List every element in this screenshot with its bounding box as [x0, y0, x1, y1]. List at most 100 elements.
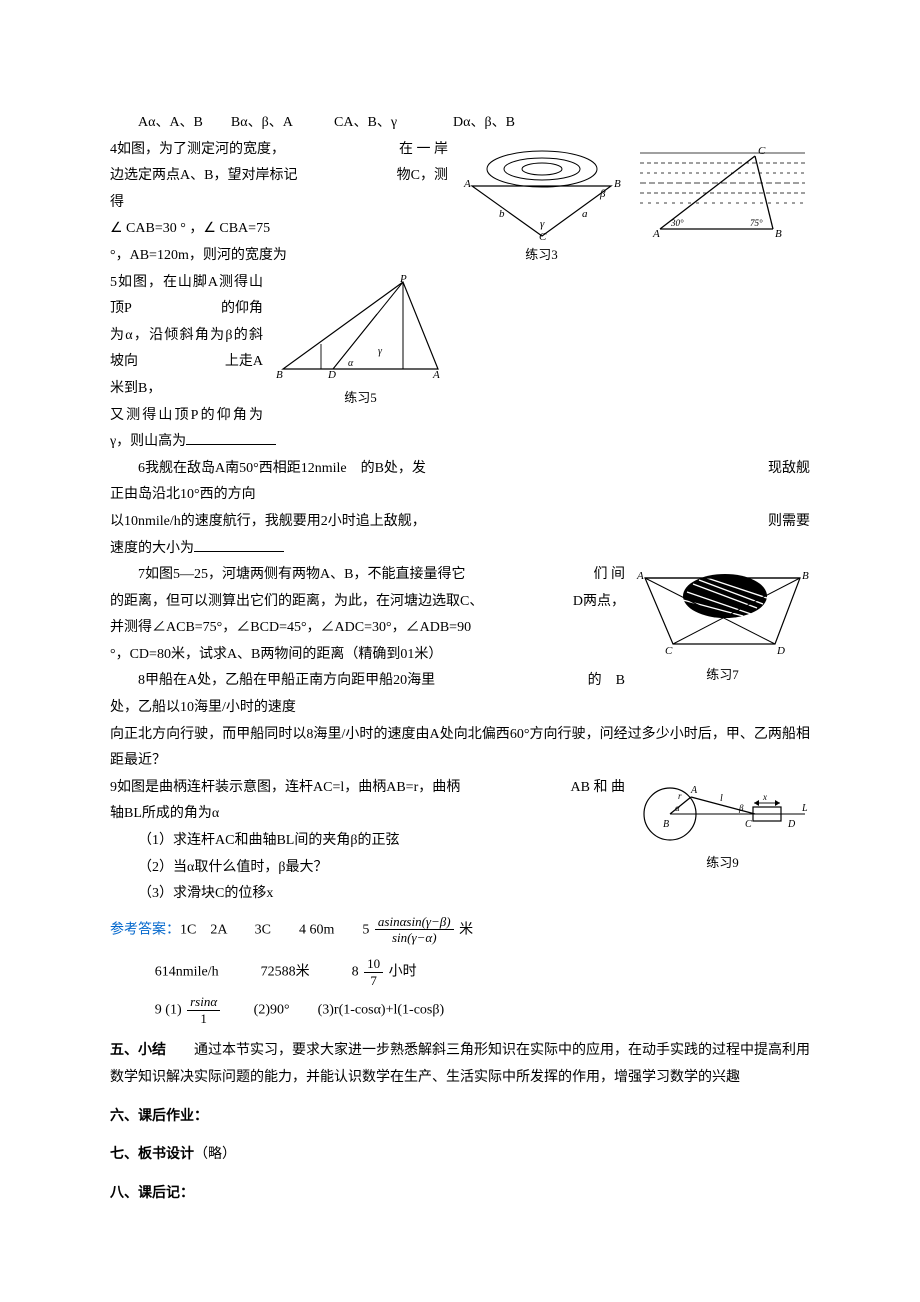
q6-c: 以10nmile/h的速度航行，我舰要用2小时追上敌舰， [110, 514, 426, 529]
q7-a-right: 们 间 [566, 562, 626, 589]
ans-1-4: 1C 2A 3C 4 60m 5 [180, 922, 369, 937]
board-design-suffix: （略） [194, 1147, 236, 1162]
blank-q6 [194, 538, 284, 552]
summary: 五、小结 通过本节实习，要求大家进一步熟悉解斜三角形知识在实际中的应用，在动手实… [110, 1038, 810, 1091]
answers-line-2: 614nmile/h 72588米 8 10 7 小时 [110, 956, 810, 988]
summary-text: 通过本节实习，要求大家进一步熟悉解斜三角形知识在实际中的应用，在动手实践的过程中… [110, 1043, 810, 1085]
svg-text:P: P [399, 274, 407, 285]
blank-q5 [186, 431, 276, 445]
svg-text:C: C [539, 231, 547, 241]
ans9-1-frac: rsinα 1 [185, 994, 222, 1026]
q4-a: 4如图，为了测定河的宽度， [110, 142, 285, 157]
figure-5: P A γ α D B 练习5 [273, 274, 448, 411]
q6-a-right: 现敌舰 [740, 456, 810, 483]
svg-text:γ: γ [540, 218, 545, 230]
svg-text:β: β [599, 188, 606, 200]
svg-text:b: b [499, 208, 505, 220]
board-design: 七、板书设计（略） [110, 1142, 810, 1169]
q6-line-d: 速度的大小为 [110, 536, 810, 563]
svg-text:D: D [776, 645, 785, 657]
svg-text:C: C [758, 145, 766, 157]
figure-3-svg: A B C b a β γ [454, 141, 629, 241]
ans5-frac: asinαsin(γ−β) sin(γ−α) [373, 914, 456, 946]
ans-9b: (2)90° (3)r(1-cosα)+l(1-cosβ) [226, 1003, 444, 1018]
q9-a: 9如图是曲柄连杆装示意图，连杆AC=l，曲柄AB=r，曲柄 [110, 780, 460, 795]
svg-text:C: C [745, 819, 752, 830]
ans5-suffix: 米 [459, 922, 473, 937]
figure-5-caption: 练习5 [273, 386, 448, 411]
ans8-suffix: 小时 [389, 964, 417, 979]
figure-3-caption: 练习3 [454, 243, 629, 268]
svg-text:L: L [801, 803, 808, 814]
q8-line-c: 向正北方向行驶，而甲船同时以8海里/小时的速度由A处向北偏西60°方向行驶，问经… [110, 722, 810, 775]
q5-line-b: 为α，沿倾斜角为β的斜坡向 上走A [110, 323, 810, 376]
homework-heading: 六、课后作业： [110, 1104, 810, 1131]
svg-text:D: D [327, 369, 336, 381]
svg-text:α: α [348, 358, 354, 369]
svg-text:A: A [463, 178, 471, 190]
svg-text:A: A [432, 369, 440, 381]
answers-label: 参考答案： [110, 922, 180, 937]
svg-text:B: B [802, 570, 809, 582]
q6-c-right: 则需要 [768, 509, 810, 536]
q7-b: 的距离，但可以测算出它们的距离，为此，在河塘边选取C、 [110, 594, 483, 609]
figure-4-svg: A B C 30° 75° [635, 141, 810, 241]
q5-line-d: 又测得山顶P的仰角为γ，则山高为 [110, 403, 810, 456]
q5-line-a: 5如图，在山脚A测得山顶P 的仰角 [110, 270, 810, 323]
svg-text:B: B [775, 228, 782, 240]
svg-text:A: A [636, 570, 644, 582]
q9-a-right: AB 和 曲 [571, 775, 625, 802]
svg-text:x: x [762, 792, 767, 802]
svg-text:30°: 30° [670, 218, 684, 228]
svg-text:α: α [675, 803, 680, 813]
q4-a-right: 在 一 岸 [399, 137, 448, 164]
ans9-1-den: 1 [187, 1011, 220, 1027]
q4-b: 边选定两点A、B，望对岸标记 [110, 168, 297, 183]
svg-text:a: a [582, 208, 588, 220]
ans5-den: sin(γ−α) [375, 930, 454, 946]
q7-a: 7如图5—25，河塘两侧有两物A、B，不能直接量得它 [138, 567, 465, 582]
ans-6-8a: 614nmile/h 72588米 8 [155, 964, 359, 979]
q8-line-b: 处，乙船以10海里/小时的速度 [110, 695, 810, 722]
svg-text:75°: 75° [750, 218, 763, 228]
q6-line-b: 正由岛沿北10°西的方向 [110, 482, 810, 509]
ans8-den: 7 [364, 973, 383, 989]
svg-text:A: A [652, 228, 660, 240]
q8-a: 8甲船在A处，乙船在甲船正南方向距甲船20海里 [138, 673, 435, 688]
answers-line-1: 参考答案：1C 2A 3C 4 60m 5 asinαsin(γ−β) sin(… [110, 914, 810, 946]
svg-text:A: A [690, 785, 698, 796]
figure-7: A B C D 练习7 [635, 566, 810, 688]
ans8-num: 10 [364, 956, 383, 973]
figure-3: A B C b a β γ 练习3 [454, 141, 629, 268]
svg-text:r: r [678, 791, 682, 801]
q5-b-right: 上走A [225, 349, 263, 376]
q5-line-c: 米到B， [110, 376, 810, 403]
document-content: Aα、A、B Bα、β、A CA、B、γ Dα、β、B A B C b a β … [110, 110, 810, 1207]
q6-line-c: 以10nmile/h的速度航行，我舰要用2小时追上敌舰， 则需要 [110, 509, 810, 536]
q8-a-right: 的 B [560, 668, 625, 695]
answers-line-3: 9 (1) rsinα 1 (2)90° (3)r(1-cosα)+l(1-co… [110, 994, 810, 1026]
q4-b-right: 物C，测 [397, 163, 448, 190]
q7-b-right: D两点， [573, 589, 625, 616]
postclass-heading: 八、课后记： [110, 1181, 810, 1208]
summary-heading: 五、小结 [110, 1043, 166, 1058]
svg-text:B: B [614, 178, 621, 190]
ans9-1-num: rsinα [187, 994, 220, 1011]
q5-a-right: 的仰角 [221, 296, 263, 323]
q3-options: Aα、A、B Bα、β、A CA、B、γ Dα、β、B [110, 110, 810, 137]
figure-9-caption: 练习9 [635, 851, 810, 876]
svg-text:B: B [276, 369, 283, 381]
svg-text:B: B [663, 819, 669, 830]
svg-text:D: D [787, 819, 796, 830]
figure-7-caption: 练习7 [635, 663, 810, 688]
figure-pair-3-4: A B C b a β γ 练习3 [448, 137, 810, 272]
svg-text:C: C [665, 645, 673, 657]
figure-4: A B C 30° 75° [635, 141, 810, 241]
board-design-heading: 七、板书设计 [110, 1147, 194, 1162]
ans-9a: 9 (1) [155, 1003, 182, 1018]
svg-text:β: β [738, 803, 744, 813]
figure-9: x A B C D L α β l r 练习9 [635, 779, 810, 876]
q6-a: 6我舰在敌岛A南50°西相距12nmile 的B处，发 [138, 461, 426, 476]
q6-line-a: 6我舰在敌岛A南50°西相距12nmile 的B处，发 现敌舰 [110, 456, 810, 483]
svg-text:l: l [720, 793, 723, 804]
